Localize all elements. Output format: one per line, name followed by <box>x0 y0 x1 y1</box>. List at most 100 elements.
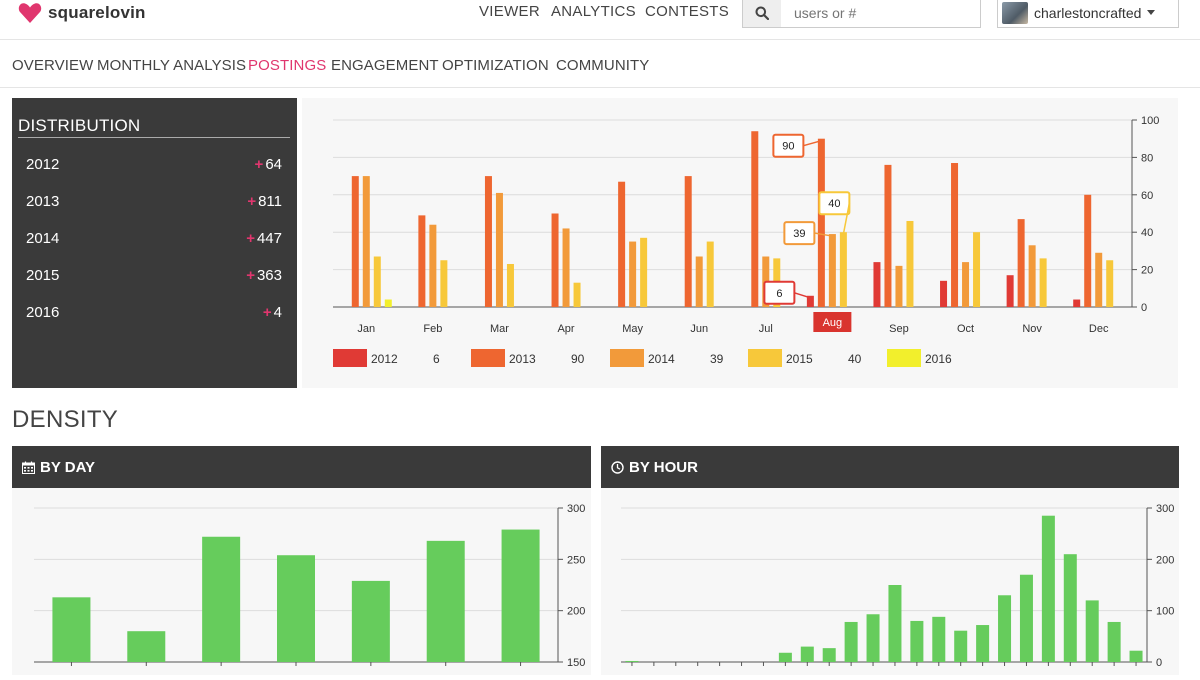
user-name: charlestoncrafted <box>1034 5 1142 21</box>
legend-swatch <box>333 349 367 367</box>
tab-optimization[interactable]: OPTIMIZATION <box>442 57 549 74</box>
brand-logo[interactable]: squarelovin <box>18 0 146 26</box>
bar-2013[interactable] <box>351 176 359 307</box>
density-bar[interactable] <box>277 555 315 662</box>
bar-2014[interactable] <box>895 265 903 307</box>
bar-2015[interactable] <box>506 263 514 307</box>
density-bar[interactable] <box>1041 515 1055 662</box>
legend-label: 2013 <box>509 352 536 366</box>
search-input[interactable] <box>781 0 981 28</box>
bar-2014[interactable] <box>962 262 970 307</box>
density-bar[interactable] <box>998 595 1012 662</box>
density-bar[interactable] <box>127 631 166 662</box>
density-bar[interactable] <box>351 580 390 662</box>
bar-2016[interactable] <box>384 299 392 307</box>
bar-2012[interactable] <box>873 262 881 307</box>
density-bar[interactable] <box>888 585 902 662</box>
bar-2015[interactable] <box>640 237 648 307</box>
bar-2014[interactable] <box>562 228 570 307</box>
density-bar[interactable] <box>1063 554 1077 662</box>
bar-2013[interactable] <box>484 176 492 307</box>
density-bar[interactable] <box>822 648 836 662</box>
bar-2015[interactable] <box>706 241 714 307</box>
bar-2014[interactable] <box>629 241 637 307</box>
density-bar[interactable] <box>932 616 946 662</box>
user-menu[interactable]: charlestoncrafted <box>997 0 1179 28</box>
bar-2013[interactable] <box>418 215 426 307</box>
bar-2013[interactable] <box>817 138 825 307</box>
bar-2014[interactable] <box>828 234 836 307</box>
bar-2012[interactable] <box>940 280 948 307</box>
tab-postings[interactable]: POSTINGS <box>248 57 327 74</box>
y-tick-label: 250 <box>567 554 585 566</box>
legend-item[interactable]: 2016 <box>887 349 952 367</box>
density-bar[interactable] <box>426 540 465 662</box>
legend-item[interactable]: 2015 40 <box>748 349 862 367</box>
bar-2014[interactable] <box>495 192 503 307</box>
distribution-year: 2016 <box>26 304 60 321</box>
y-tick-label: 200 <box>567 606 585 618</box>
bar-2015[interactable] <box>373 256 381 307</box>
legend-item[interactable]: 2014 39 <box>610 349 724 367</box>
bar-2013[interactable] <box>951 163 959 307</box>
bar-2015[interactable] <box>573 282 581 307</box>
density-bar[interactable] <box>800 646 814 662</box>
bar-2015[interactable] <box>440 260 448 307</box>
tab-monthly-analysis[interactable]: MONTHLY ANALYSIS <box>97 57 247 74</box>
density-bar[interactable] <box>52 597 91 662</box>
bar-2012[interactable] <box>806 295 814 307</box>
bar-2013[interactable] <box>884 164 892 307</box>
bar-2013[interactable] <box>1084 194 1092 307</box>
y-tick-label: 100 <box>1156 606 1174 618</box>
distribution-row: 2013 +811 <box>26 193 282 213</box>
bar-2014[interactable] <box>429 224 437 307</box>
density-bar[interactable] <box>1129 650 1143 662</box>
density-bar[interactable] <box>501 529 540 662</box>
search-button[interactable] <box>742 0 782 28</box>
density-bar[interactable] <box>1107 621 1121 662</box>
density-bar[interactable] <box>1085 600 1099 662</box>
nav-analytics[interactable]: ANALYTICS <box>551 3 636 20</box>
bar-2013[interactable] <box>684 176 692 307</box>
bar-2015[interactable] <box>1039 258 1047 307</box>
nav-viewer[interactable]: VIEWER <box>479 3 540 20</box>
density-bar[interactable] <box>910 620 924 662</box>
tab-engagement[interactable]: ENGAGEMENT <box>331 57 439 74</box>
density-bar[interactable] <box>1019 574 1033 662</box>
bar-2015[interactable] <box>906 220 914 307</box>
bar-2013[interactable] <box>618 181 626 307</box>
density-bar[interactable] <box>778 652 792 662</box>
density-bar[interactable] <box>976 625 990 662</box>
distribution-row: 2015 +363 <box>26 267 282 287</box>
distribution-value: +447 <box>246 230 282 247</box>
bar-2015[interactable] <box>1106 260 1114 307</box>
bar-2014[interactable] <box>362 176 370 307</box>
bar-2013[interactable] <box>551 213 559 308</box>
bar-2015[interactable] <box>839 232 847 307</box>
tab-community[interactable]: COMMUNITY <box>556 57 650 74</box>
density-bar[interactable] <box>844 621 858 662</box>
distribution-row: 2016 +4 <box>26 304 282 324</box>
bar-2014[interactable] <box>695 256 703 307</box>
bar-2012[interactable] <box>1073 299 1081 307</box>
distribution-panel: DISTRIBUTION 2012 +64 2013 +811 2014 +44… <box>12 98 297 388</box>
density-bar[interactable] <box>625 660 639 662</box>
density-bar[interactable] <box>866 614 880 662</box>
nav-contests[interactable]: CONTESTS <box>645 3 730 20</box>
legend-item[interactable]: 2012 6 <box>333 349 440 367</box>
plus-icon: + <box>247 193 257 210</box>
tab-overview[interactable]: OVERVIEW <box>12 57 94 74</box>
legend-item[interactable]: 2013 90 <box>471 349 585 367</box>
top-bar: squarelovin VIEWER ANALYTICS CONTESTS ch… <box>0 0 1200 40</box>
bar-2014[interactable] <box>1028 245 1036 307</box>
density-bar[interactable] <box>202 536 241 662</box>
bar-2012[interactable] <box>1006 275 1014 307</box>
bar-2013[interactable] <box>751 131 759 307</box>
bar-2013[interactable] <box>1017 219 1025 307</box>
bar-2015[interactable] <box>973 232 981 307</box>
bar-2014[interactable] <box>1095 252 1103 307</box>
x-tick-label: Sep <box>889 323 909 335</box>
y-tick-label: 80 <box>1141 152 1153 164</box>
density-bar[interactable] <box>954 630 968 662</box>
x-tick-label: May <box>622 323 643 335</box>
